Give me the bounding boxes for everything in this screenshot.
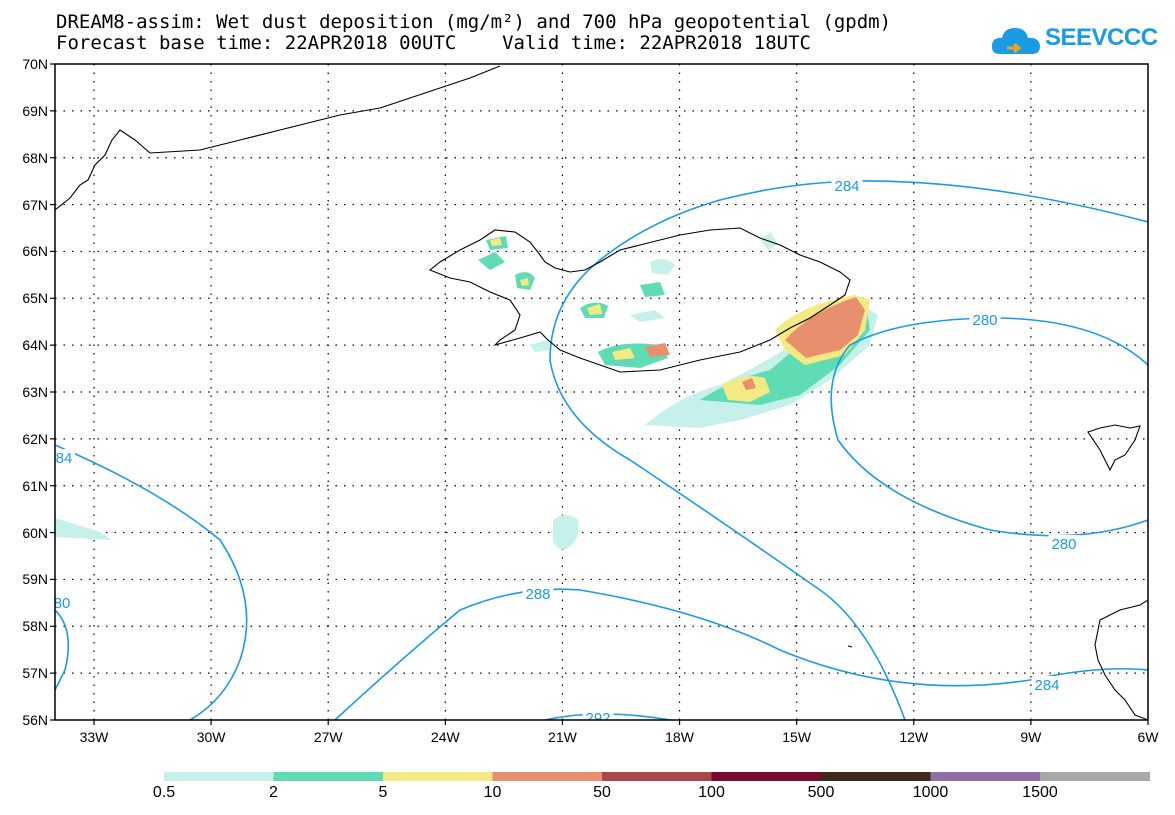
map-subtitle: Forecast base time: 22APR2018 00UTC Vali… [56,32,811,54]
contour-label-bg [55,449,75,465]
lon-label: 27W [313,729,343,745]
lon-label: 24W [430,729,460,745]
seevccc-logo: SEEVCCC [990,20,1158,60]
lon-label: 9W [1020,729,1042,745]
lon-label: 12W [899,729,929,745]
contour-label: 284 [834,178,859,195]
map-frame [54,63,1149,721]
lon-label: 6W [1137,729,1159,745]
lat-label: 61N [22,477,48,494]
lat-label: 64N [22,337,48,354]
lat-label: 69N [22,102,48,119]
contour-label: 284 [1034,677,1059,694]
lon-label: 21W [548,729,577,745]
colorbar-label: 500 [807,784,835,801]
colorbar-swatch [273,772,384,781]
colorbar-label: 50 [593,784,611,801]
map-title: DREAM8-assim: Wet dust deposition (mg/m²… [56,11,892,33]
colorbar-label: 10 [483,784,502,801]
lat-label: 62N [22,430,48,447]
colorbar [164,772,1150,781]
cloud-icon [991,28,1040,54]
contour-label: 292 [585,710,610,727]
contour-label: 84 [56,450,73,467]
colorbar-label: 1000 [912,784,949,801]
contour-label: 288 [525,586,550,603]
lon-label: 15W [782,729,812,745]
contour-label-bg [522,585,554,601]
graticule-grid [55,64,1148,720]
dust-deposition-field [55,232,878,550]
logo-text: SEEVCCC [1045,24,1158,51]
colorbar-label: 0.5 [152,784,176,801]
lon-label: 30W [196,729,226,745]
colorbar-swatch [602,772,712,781]
lat-label: 60N [22,524,48,541]
colorbar-swatch [383,772,493,781]
lat-label: 59N [22,571,48,588]
colorbar-swatch [821,772,931,781]
coastlines [55,65,1148,720]
lat-label: 66N [22,243,48,260]
colorbar-label: 5 [378,784,388,801]
contour-label-bg [1048,535,1080,551]
lat-label: 67N [22,196,48,213]
contour-label-bg [1031,676,1063,692]
lat-label: 68N [22,149,48,166]
contour-label: 280 [972,312,997,329]
colorbar-label: 100 [698,784,725,801]
contour-label: 280 [1051,536,1076,553]
colorbar-swatch [164,772,274,781]
contour-label-bg [969,311,1001,327]
lon-label: 18W [665,729,694,745]
lat-label: 70N [22,56,48,72]
contour-labels: 284 280 280 284 84 80 288 292 [54,177,1080,727]
geopotential-contours [55,180,1148,720]
lat-label: 58N [22,618,48,635]
colorbar-swatch [1040,772,1150,781]
axis-ticks [50,63,1149,725]
contour-label-bg [55,594,73,610]
colorbar-label: 2 [269,784,278,801]
lat-label: 65N [22,290,48,307]
colorbar-swatch [492,772,603,781]
contour-label-bg [582,709,614,720]
lat-label: 63N [22,384,48,400]
lat-label: 57N [22,665,48,682]
colorbar-label: 1500 [1022,784,1058,801]
contour-label: 80 [54,595,71,612]
lat-label: 56N [22,712,48,728]
lon-label: 33W [79,729,109,745]
contour-label-bg [831,177,863,193]
colorbar-swatch [930,772,1041,781]
colorbar-swatch [711,772,822,781]
